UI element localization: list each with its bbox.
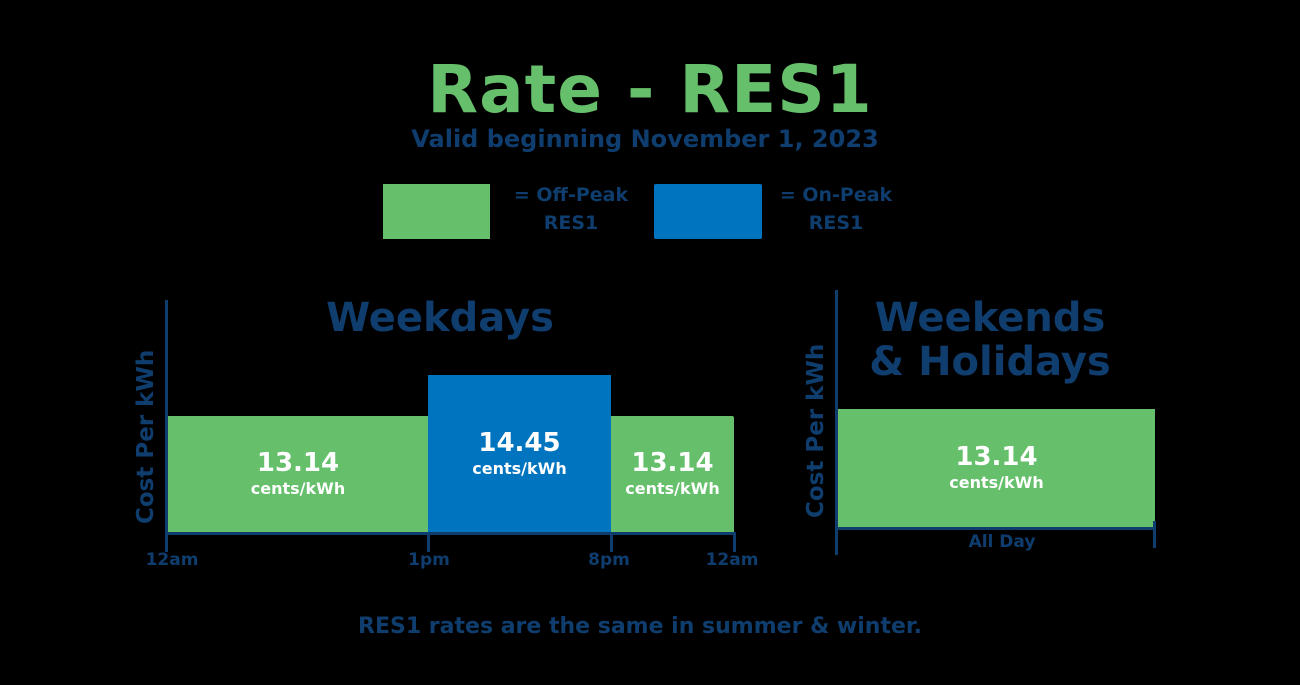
legend-off-peak-line2: RES1 [543,212,599,234]
bar-value: 14.45 [478,427,561,458]
weekdays-title: Weekdays [326,295,554,341]
tick-mark-all-day-end [1153,521,1156,548]
tick-mark-8pm [610,532,613,552]
bar-unit: cents/kWh [949,473,1044,492]
legend-on-peak-line2: RES1 [808,212,864,234]
weekends-title-line2: & Holidays [869,339,1111,385]
bar-unit: cents/kWh [625,479,720,498]
tick-label-12am-end: 12am [705,550,759,570]
tick-label-12am-start: 12am [145,550,199,570]
weekdays-y-axis-label: Cost Per kWh [133,349,159,524]
weekends-y-axis [835,290,838,555]
weekends-y-axis-label: Cost Per kWh [803,343,829,518]
weekends-title-line1: Weekends [874,295,1106,341]
bar-value: 13.14 [955,442,1038,472]
tick-label-1pm: 1pm [408,550,450,570]
legend-off-peak-line1: = Off-Peak [513,184,629,206]
weekdays-bar-off-peak-morning: 13.14 cents/kWh [168,416,428,532]
legend-swatch-off-peak [383,184,490,239]
tick-label-8pm: 8pm [588,550,630,570]
x-label-all-day: All Day [968,532,1036,552]
weekdays-bar-on-peak: 14.45 cents/kWh [428,375,611,532]
bar-unit: cents/kWh [250,479,346,498]
valid-date-subtitle: Valid beginning November 1, 2023 [411,125,879,153]
legend-label-off-peak: = Off-Peak RES1 [496,181,646,237]
bar-value: 13.14 [256,448,340,478]
weekdays-y-axis [165,300,168,552]
bar-value: 13.14 [631,448,714,478]
weekends-title: Weekends & Holidays [840,296,1140,384]
page-title: Rate - RES1 [427,51,873,128]
legend-label-on-peak: = On-Peak RES1 [762,181,910,237]
legend-on-peak-line1: = On-Peak [779,184,893,206]
weekends-x-axis [835,527,1156,530]
bar-unit: cents/kWh [472,458,567,478]
legend-swatch-on-peak [654,184,762,239]
weekdays-x-axis [165,532,736,535]
tick-mark-1pm [427,532,430,552]
weekdays-bar-off-peak-evening: 13.14 cents/kWh [611,416,734,532]
weekends-bar-off-peak: 13.14 cents/kWh [838,409,1155,527]
footer-note: RES1 rates are the same in summer & wint… [358,614,922,639]
tick-mark-12am-end [733,532,736,552]
